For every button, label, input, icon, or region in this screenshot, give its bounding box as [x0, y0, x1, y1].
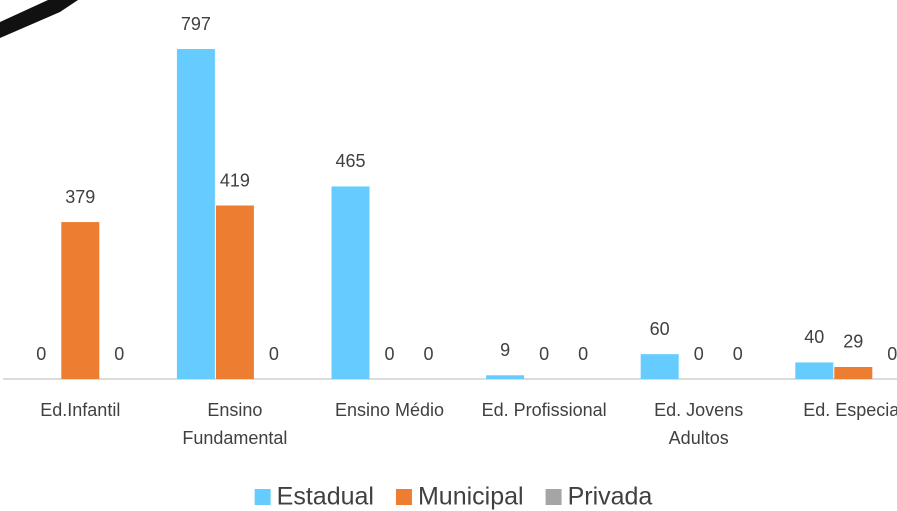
x-tick-label-line: Adultos — [669, 428, 729, 448]
data-label: 0 — [578, 344, 588, 364]
bar — [216, 206, 254, 379]
legend-label: Estadual — [277, 483, 374, 511]
x-tick-label: Ed. Profissional — [482, 400, 607, 420]
data-label: 0 — [36, 344, 46, 364]
legend-label: Privada — [568, 483, 653, 511]
legend-label: Municipal — [418, 483, 524, 511]
bar — [795, 362, 833, 379]
data-label: 419 — [220, 170, 250, 190]
data-label: 0 — [114, 344, 124, 364]
data-label: 0 — [539, 344, 549, 364]
x-tick-label-line: Ed. Jovens — [654, 400, 743, 420]
x-tick-label: Ed. Especial — [803, 400, 897, 420]
chart: 0 379 0 Ed.Infantil 797 419 0 Ensino Fundamental… — [0, 0, 897, 511]
data-label: 0 — [269, 344, 279, 364]
legend-swatch — [255, 489, 271, 505]
bar — [486, 375, 524, 379]
data-label: 60 — [650, 319, 670, 339]
x-tick-label: Ensino Fundamental — [182, 400, 287, 448]
legend-swatch — [396, 489, 412, 505]
data-label: 0 — [694, 344, 704, 364]
bar — [834, 367, 872, 379]
x-tick-label: Ed.Infantil — [40, 400, 120, 420]
bar — [177, 49, 215, 379]
x-tick-label: Ed. Jovens Adultos — [654, 400, 743, 448]
bar — [332, 186, 370, 379]
data-label: 40 — [804, 327, 824, 347]
legend: Estadual Municipal Privada — [255, 483, 653, 511]
data-label: 379 — [65, 187, 95, 207]
data-label: 797 — [181, 14, 211, 34]
data-label: 0 — [384, 344, 394, 364]
legend-swatch — [546, 489, 562, 505]
data-label: 465 — [335, 151, 365, 171]
x-tick-label: Ensino Médio — [335, 400, 444, 420]
x-tick-label-line: Ensino — [207, 400, 262, 420]
data-label: 29 — [843, 332, 863, 352]
data-label: 9 — [500, 340, 510, 360]
bar — [641, 354, 679, 379]
x-tick-label-line: Fundamental — [182, 428, 287, 448]
data-label: 0 — [423, 344, 433, 364]
decoration — [0, 0, 78, 38]
data-label: 0 — [733, 344, 743, 364]
bar — [61, 222, 99, 379]
data-label: 0 — [887, 344, 897, 364]
